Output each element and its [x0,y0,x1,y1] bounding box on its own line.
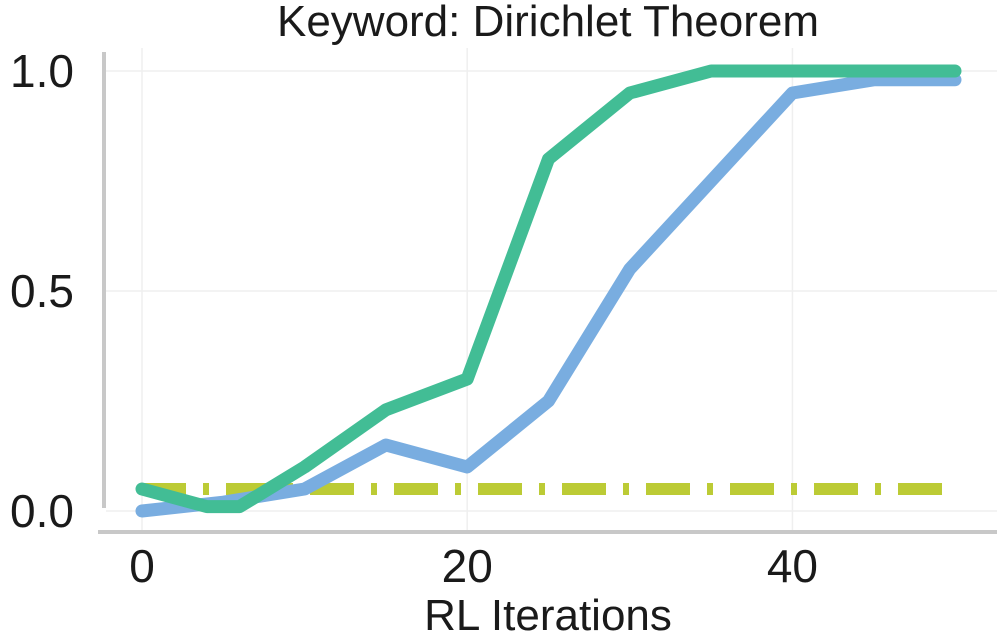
y-tick-label: 0.5 [10,265,74,317]
x-axis-label: RL Iterations [424,591,672,640]
chart-title: Keyword: Dirichlet Theorem [277,0,819,46]
x-tick-label: 40 [767,540,818,592]
grid-lines [106,48,997,530]
y-tick-label: 1.0 [10,45,74,97]
series-line-1 [135,73,962,518]
tick-labels: 0 20 40 0.0 0.5 1.0 [10,45,818,592]
series-layer [135,64,962,518]
x-tick-label: 20 [442,540,493,592]
y-tick-label: 0.0 [10,485,74,537]
series-line-2 [135,64,962,514]
x-tick-label: 0 [129,540,155,592]
